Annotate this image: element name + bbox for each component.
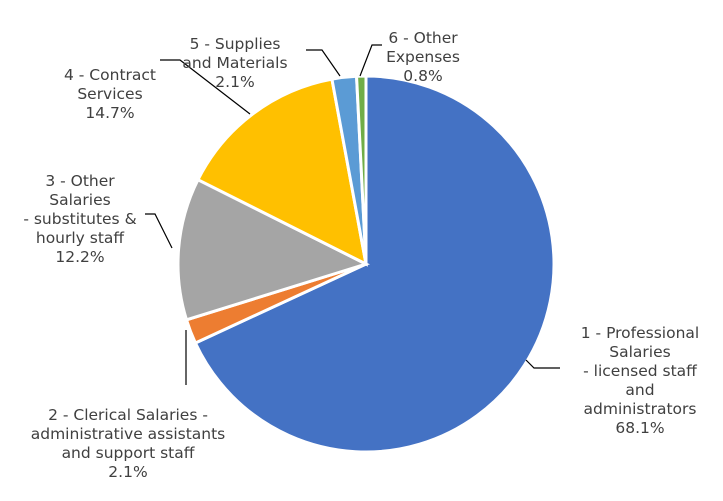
slice-label-other-salaries: 3 - Other Salaries - substitutes & hourl… xyxy=(10,153,150,286)
slice-label-clerical-salaries: 2 - Clerical Salaries - administrative a… xyxy=(18,387,238,501)
slice-percent-professional-salaries: 68.1% xyxy=(615,419,665,437)
slice-label-other-salaries-text: 3 - Other Salaries - substitutes & hourl… xyxy=(23,172,137,247)
pie-slice-professional-salaries xyxy=(193,74,556,454)
slice-label-other-expenses-text: 6 - Other Expenses xyxy=(386,29,460,66)
slice-label-contract-services: 4 - Contract Services 14.7% xyxy=(40,47,180,142)
slice-label-professional-salaries: 1 - Professional Salaries - licensed sta… xyxy=(560,305,720,457)
slice-label-supplies-materials: 5 - Supplies and Materials 2.1% xyxy=(165,16,305,111)
leader-line-professional-salaries xyxy=(525,359,560,369)
slice-label-clerical-salaries-text: 2 - Clerical Salaries - administrative a… xyxy=(30,406,226,462)
leader-line-other-salaries xyxy=(145,213,173,249)
pie-slice-other-salaries xyxy=(176,177,370,322)
pie-slice-other-expenses xyxy=(354,74,368,265)
pie-chart xyxy=(145,44,560,454)
slice-label-supplies-materials-text: 5 - Supplies and Materials xyxy=(182,35,288,72)
slice-percent-other-expenses: 0.8% xyxy=(403,67,443,85)
slice-label-other-expenses: 6 - Other Expenses 0.8% xyxy=(358,10,488,105)
leader-line-contract-services xyxy=(160,59,251,115)
slice-percent-contract-services: 14.7% xyxy=(85,104,135,122)
slice-percent-clerical-salaries: 2.1% xyxy=(108,463,148,481)
slice-label-professional-salaries-text: 1 - Professional Salaries - licensed sta… xyxy=(580,324,700,418)
leader-line-supplies-materials xyxy=(306,49,341,77)
slice-percent-other-salaries: 12.2% xyxy=(55,248,105,266)
pie-slice-contract-services xyxy=(195,77,369,267)
slice-label-contract-services-text: 4 - Contract Services xyxy=(64,66,156,103)
leader-line-other-expenses xyxy=(359,44,382,77)
slice-percent-supplies-materials: 2.1% xyxy=(215,73,255,91)
